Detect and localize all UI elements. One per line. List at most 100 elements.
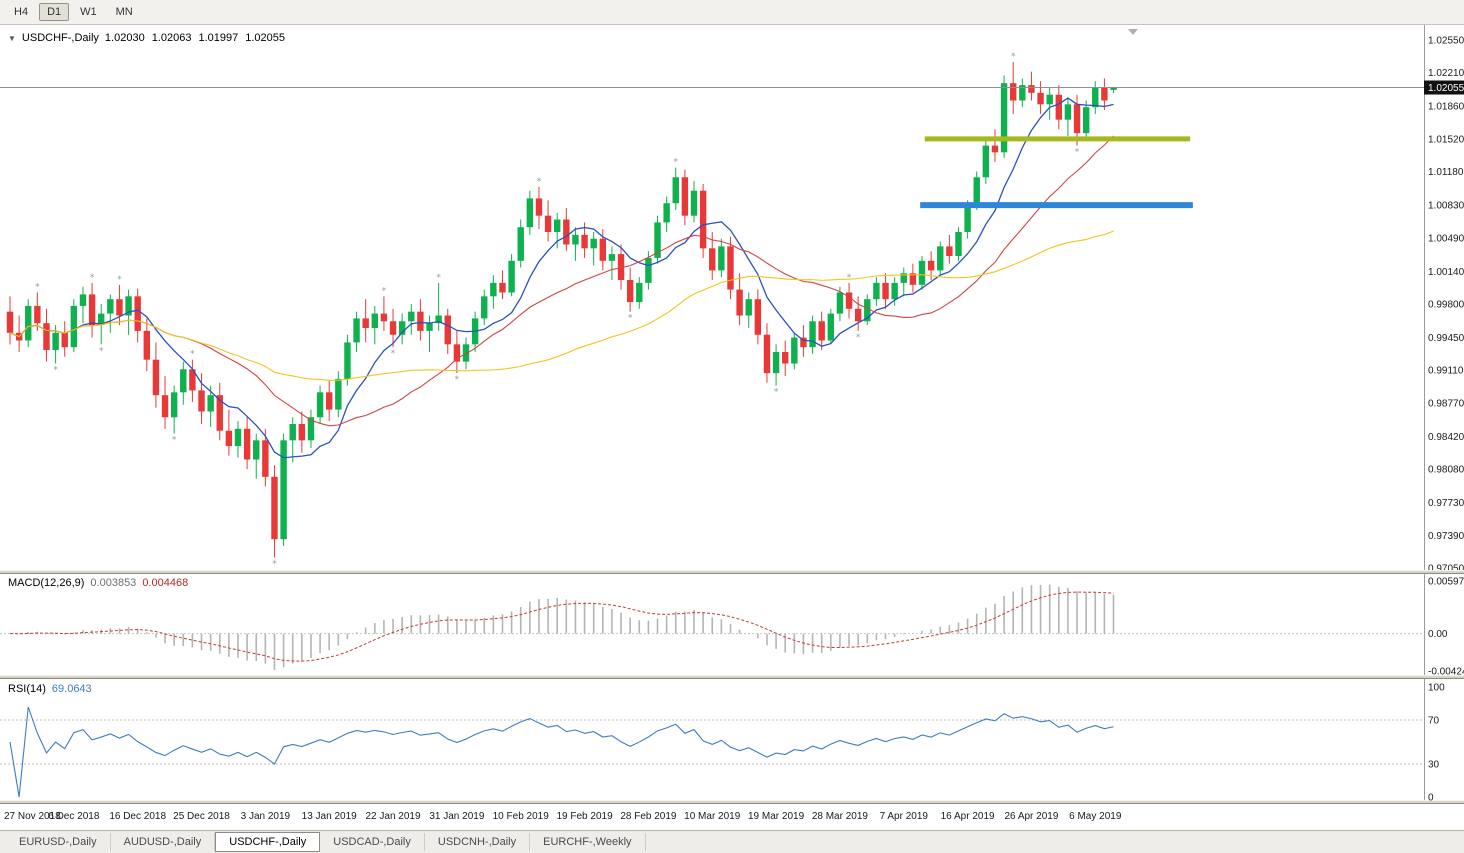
rsi-label: RSI(14) bbox=[8, 683, 46, 695]
svg-text:13 Jan 2019: 13 Jan 2019 bbox=[302, 811, 357, 822]
svg-text:7 Apr 2019: 7 Apr 2019 bbox=[880, 811, 929, 822]
collapse-triangle-icon[interactable]: ▼ bbox=[8, 33, 16, 43]
svg-text:-0.00424: -0.00424 bbox=[1428, 667, 1464, 678]
svg-text:100: 100 bbox=[1428, 683, 1445, 694]
macd-signal-line bbox=[9, 591, 1114, 662]
splitter-macd-rsi[interactable] bbox=[0, 675, 1464, 679]
price-axis[interactable]: 1.02550 1.02210 1.01860 1.01520 1.01180 1.008… bbox=[1428, 36, 1464, 575]
rsi-header: RSI(14) 69.0643 bbox=[8, 683, 92, 695]
ma-fast-line bbox=[9, 97, 1114, 459]
splitter-main-macd[interactable] bbox=[0, 570, 1464, 574]
svg-text:3 Jan 2019: 3 Jan 2019 bbox=[241, 811, 291, 822]
svg-text:0.99110: 0.99110 bbox=[1428, 366, 1464, 377]
svg-text:1.02550: 1.02550 bbox=[1428, 36, 1464, 47]
svg-text:22 Jan 2019: 22 Jan 2019 bbox=[366, 811, 421, 822]
svg-text:0.97390: 0.97390 bbox=[1428, 531, 1464, 542]
chart-tab-usdchf-daily[interactable]: USDCHF-,Daily bbox=[215, 832, 321, 852]
chart-tab-audusd-daily[interactable]: AUDUSD-,Daily bbox=[111, 833, 216, 851]
ma-medium-line bbox=[9, 135, 1114, 427]
svg-text:*: * bbox=[190, 350, 195, 360]
svg-text:1.02210: 1.02210 bbox=[1428, 68, 1464, 79]
svg-text:1.01520: 1.01520 bbox=[1428, 134, 1464, 145]
chart-header: ▼ USDCHF-,Daily 1.02030 1.02063 1.01997 1.0… bbox=[8, 32, 292, 44]
svg-text:0.99450: 0.99450 bbox=[1428, 333, 1464, 344]
svg-text:*: * bbox=[628, 314, 633, 324]
svg-text:*: * bbox=[455, 375, 460, 385]
svg-text:*: * bbox=[35, 282, 40, 292]
svg-text:0: 0 bbox=[1428, 793, 1434, 804]
svg-text:*: * bbox=[1075, 148, 1080, 158]
chart-canvas[interactable]: 1.02550 1.02210 1.01860 1.01520 1.01180 1.008… bbox=[0, 25, 1464, 830]
open-value: 1.02030 bbox=[104, 32, 145, 44]
svg-text:0.97050: 0.97050 bbox=[1428, 564, 1464, 575]
svg-text:28 Mar 2019: 28 Mar 2019 bbox=[812, 811, 869, 822]
svg-text:25 Dec 2018: 25 Dec 2018 bbox=[173, 811, 230, 822]
svg-text:*: * bbox=[537, 177, 542, 187]
svg-text:*: * bbox=[436, 273, 441, 283]
svg-text:1.01860: 1.01860 bbox=[1428, 102, 1464, 113]
current-price-badge bbox=[1424, 80, 1464, 95]
svg-text:16 Apr 2019: 16 Apr 2019 bbox=[941, 811, 995, 822]
chart-window: 1.02550 1.02210 1.01860 1.01520 1.01180 1.008… bbox=[0, 25, 1464, 830]
svg-text:19 Feb 2019: 19 Feb 2019 bbox=[556, 811, 613, 822]
svg-text:16 Dec 2018: 16 Dec 2018 bbox=[109, 811, 166, 822]
rsi-line bbox=[9, 706, 1114, 798]
svg-text:*: * bbox=[53, 366, 58, 376]
chart-tab-bar: EURUSD-,Daily AUDUSD-,Daily USDCHF-,Daily U… bbox=[0, 830, 1464, 853]
svg-text:*: * bbox=[382, 286, 387, 296]
svg-text:*: * bbox=[856, 333, 861, 343]
timeframe-toolbar: H4 D1 W1 MN bbox=[0, 0, 1464, 25]
chart-shift-marker-icon[interactable] bbox=[1128, 29, 1138, 35]
svg-text:*: * bbox=[1011, 52, 1016, 62]
high-value: 1.02063 bbox=[151, 32, 192, 44]
ma-slow-line bbox=[9, 230, 1114, 381]
svg-text:10 Feb 2019: 10 Feb 2019 bbox=[493, 811, 550, 822]
svg-text:*: * bbox=[847, 273, 852, 283]
chart-tab-usdcnh-daily[interactable]: USDCNH-,Daily bbox=[425, 833, 531, 851]
macd-histogram bbox=[18, 584, 1115, 671]
rsi-axis[interactable]: 100 70 30 0 bbox=[1428, 683, 1445, 804]
svg-text:*: * bbox=[117, 275, 122, 285]
rsi-value: 69.0643 bbox=[51, 683, 92, 695]
svg-text:6 May 2019: 6 May 2019 bbox=[1069, 811, 1122, 822]
low-value: 1.01997 bbox=[198, 32, 239, 44]
svg-text:*: * bbox=[172, 436, 177, 446]
svg-text:*: * bbox=[99, 346, 104, 356]
fractal-markers: * * * * * * * * * * * * * * * * * * * * bbox=[35, 52, 1080, 569]
chart-tab-usdcad-daily[interactable]: USDCAD-,Daily bbox=[320, 833, 425, 851]
svg-text:6 Dec 2018: 6 Dec 2018 bbox=[48, 811, 100, 822]
chart-symbol-label: USDCHF-,Daily bbox=[21, 32, 99, 44]
svg-text:28 Feb 2019: 28 Feb 2019 bbox=[620, 811, 677, 822]
macd-label: MACD(12,26,9) bbox=[8, 577, 85, 589]
resistance-hline[interactable] bbox=[924, 136, 1191, 142]
macd-header: MACD(12,26,9) 0.003853 0.004468 bbox=[8, 577, 188, 589]
svg-text:0.99800: 0.99800 bbox=[1428, 300, 1464, 311]
svg-text:*: * bbox=[272, 559, 277, 569]
svg-text:0.98420: 0.98420 bbox=[1428, 432, 1464, 443]
svg-text:*: * bbox=[674, 158, 679, 168]
svg-text:1.01180: 1.01180 bbox=[1428, 167, 1464, 178]
support-hline[interactable] bbox=[920, 202, 1193, 209]
svg-text:26 Apr 2019: 26 Apr 2019 bbox=[1004, 811, 1058, 822]
ohlc-values: 1.02030 1.02063 1.01997 1.02055 bbox=[105, 32, 292, 44]
chart-tab-eurchf-weekly[interactable]: EURCHF-,Weekly bbox=[530, 833, 646, 851]
timeframe-button-w1[interactable]: W1 bbox=[80, 6, 97, 18]
timeframe-button-mn[interactable]: MN bbox=[115, 6, 133, 18]
macd-signal-value: 0.004468 bbox=[142, 577, 189, 589]
svg-text:27 Nov 2018: 27 Nov 2018 bbox=[4, 811, 61, 822]
macd-axis[interactable]: 0.00597 0.00 -0.00424 bbox=[1428, 577, 1464, 678]
splitter-rsi-axis[interactable] bbox=[0, 800, 1464, 804]
svg-text:30: 30 bbox=[1428, 760, 1440, 771]
macd-main-value: 0.003853 bbox=[90, 577, 137, 589]
svg-text:1.00830: 1.00830 bbox=[1428, 201, 1464, 212]
svg-text:19 Mar 2019: 19 Mar 2019 bbox=[748, 811, 805, 822]
timeframe-button-d1[interactable]: D1 bbox=[39, 3, 70, 21]
svg-text:*: * bbox=[391, 349, 396, 359]
svg-text:0.97730: 0.97730 bbox=[1428, 498, 1464, 509]
svg-text:0.00597: 0.00597 bbox=[1428, 577, 1464, 588]
timeframe-button-h4[interactable]: H4 bbox=[14, 6, 29, 18]
chart-tab-eurusd-daily[interactable]: EURUSD-,Daily bbox=[6, 833, 111, 851]
svg-text:1.00140: 1.00140 bbox=[1428, 267, 1464, 278]
